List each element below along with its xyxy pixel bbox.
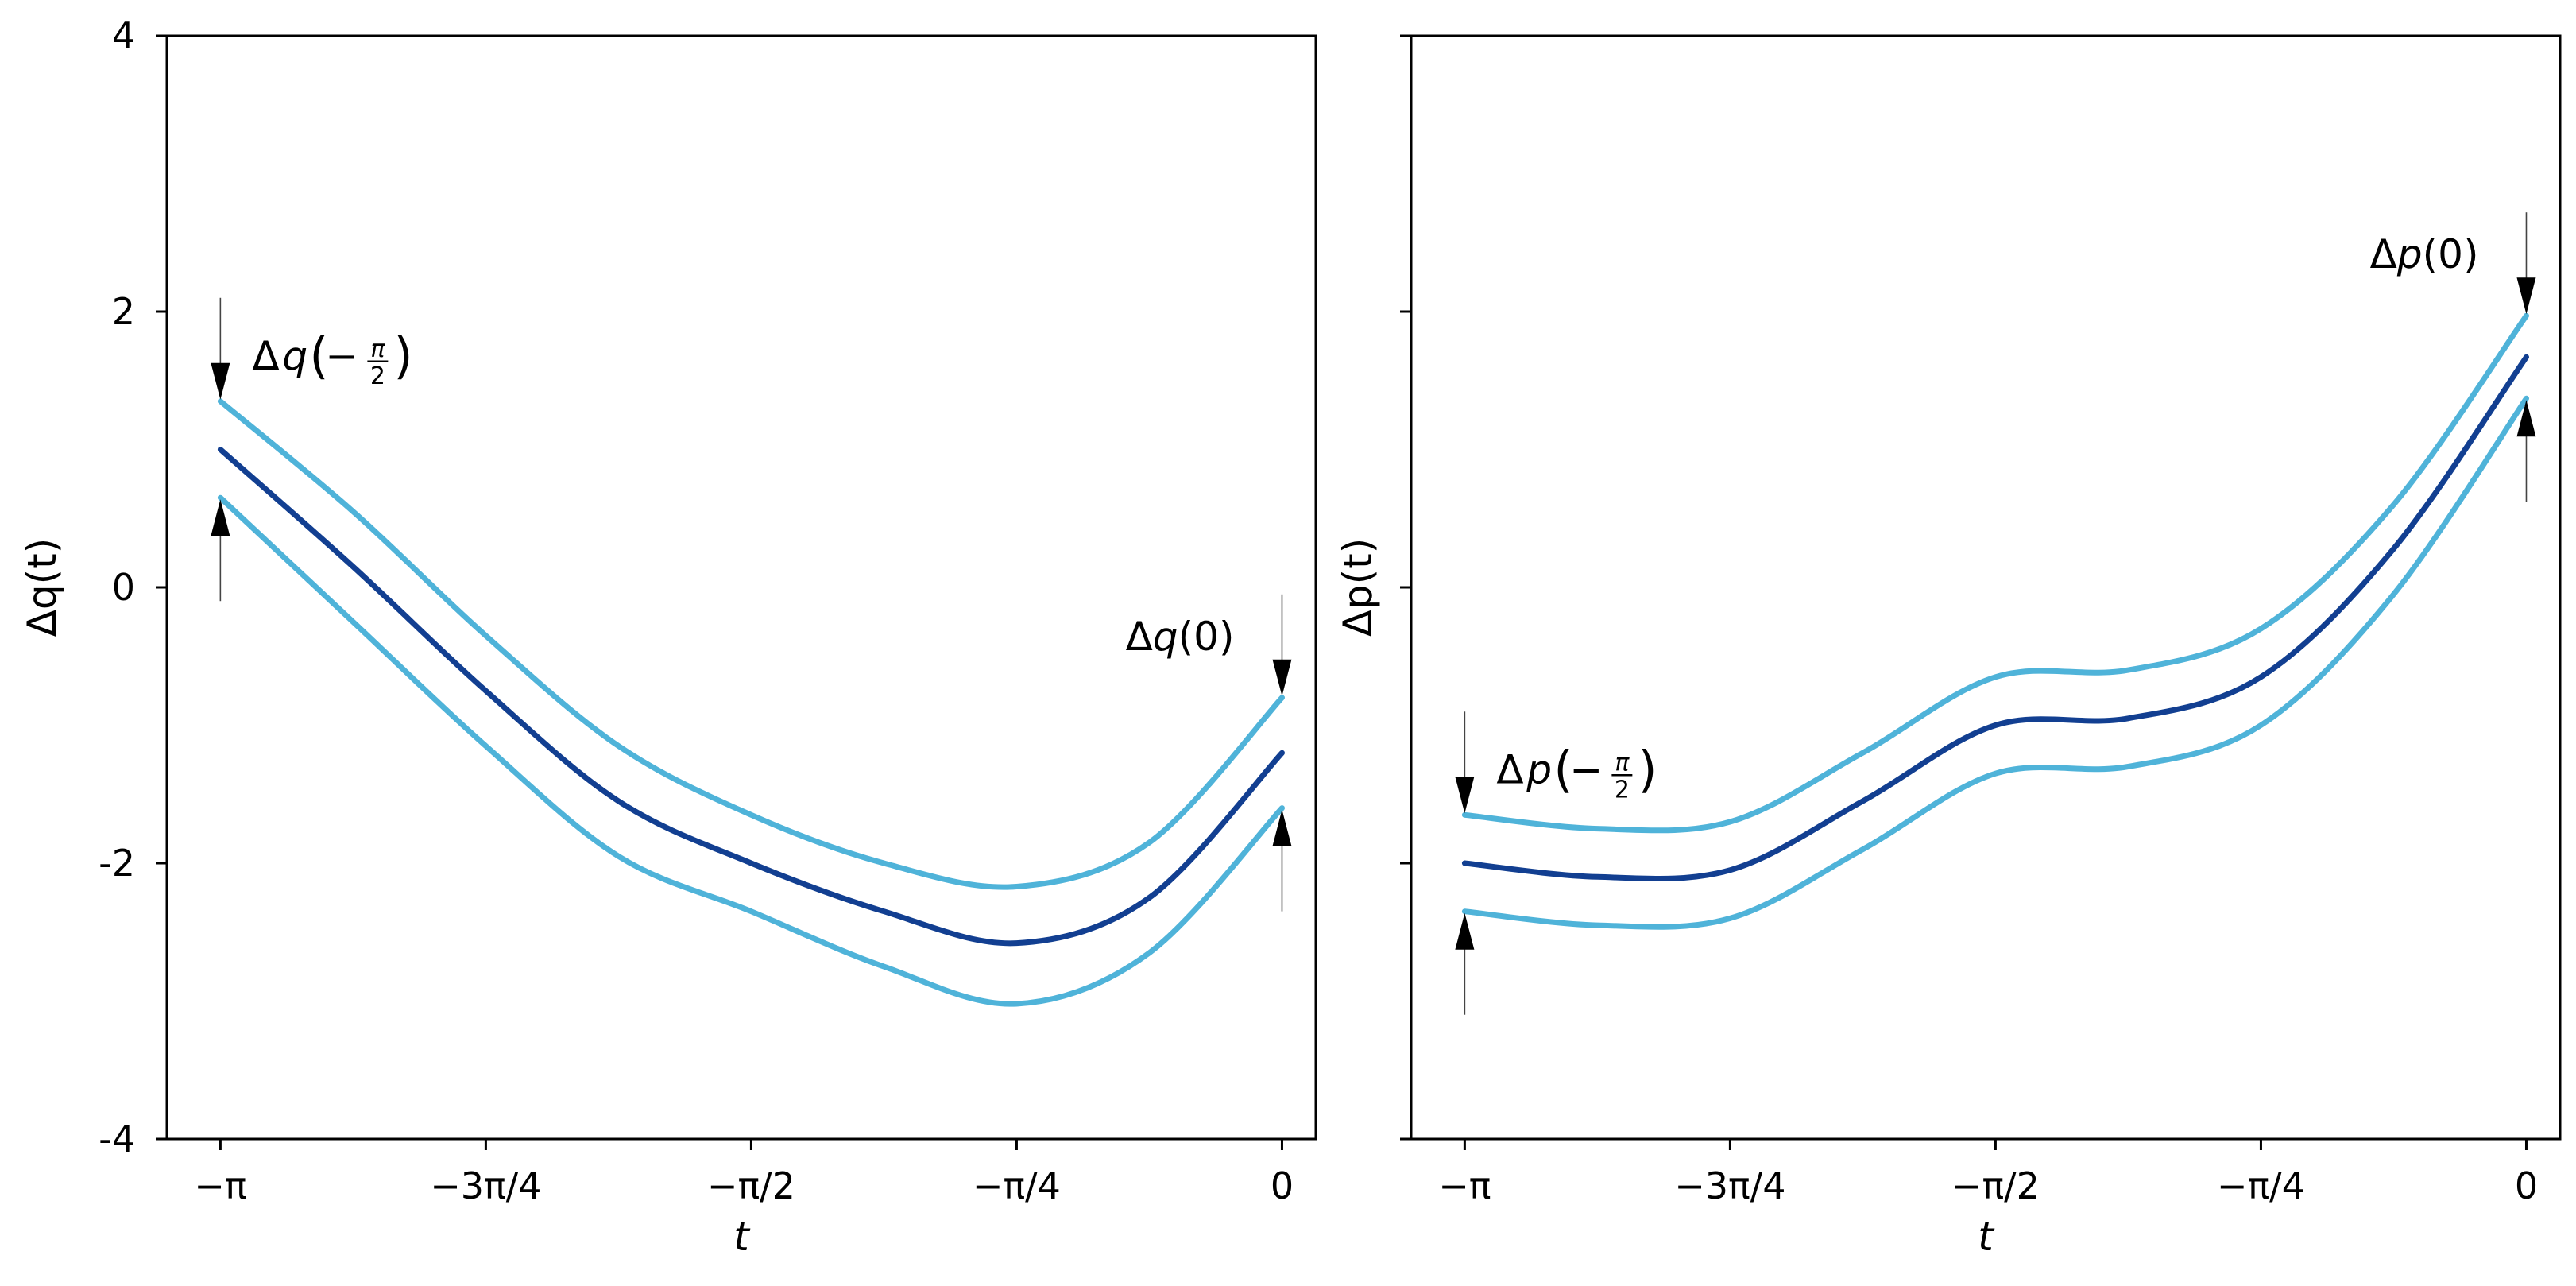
delta-q-annotation-start-paren-close: ) <box>393 327 412 385</box>
delta-p-x-tick-label: −π/4 <box>2217 1164 2305 1207</box>
delta-q-y-tick-label: -4 <box>99 1118 135 1160</box>
delta-q-series-center <box>217 447 1285 947</box>
delta-p-annotation-arrow-down <box>1455 777 1475 814</box>
delta-q-y-tick-label: -2 <box>99 842 135 885</box>
delta-p-annotation-start-paren-close: ) <box>1638 740 1657 798</box>
delta-q-y-tick-label: 2 <box>112 290 135 333</box>
delta-p-annotation-start-minus: − <box>1569 746 1603 792</box>
delta-q-x-tick-label: −π/2 <box>707 1164 795 1207</box>
delta-q-annotation-end-label: Δq(0) <box>1126 614 1235 660</box>
delta-p-annotation-start-var: p <box>1526 746 1552 792</box>
delta-p-x-tick-label: −π/2 <box>1951 1164 2040 1207</box>
delta-p-annotation-arrow-up <box>2516 400 2536 437</box>
delta-q-annotation-start-paren-open: ( <box>309 327 328 385</box>
delta-q-x-tick-label: −π/4 <box>973 1164 1061 1207</box>
delta-q-annotation-start-delta: Δ <box>252 333 279 379</box>
delta-q-series-lower <box>217 494 1285 1007</box>
delta-q-annotation-arrow-up <box>1272 809 1292 846</box>
delta-p-annotation-arrow-down <box>2516 277 2536 315</box>
delta-p-series-lower <box>1461 395 2529 930</box>
delta-q-x-tick-label: 0 <box>1271 1164 1294 1207</box>
delta-p-series-center <box>1461 354 2529 882</box>
delta-p-annotation-end-text: Δp(0) <box>2370 231 2479 277</box>
delta-q-annotation-start-frac-den: 2 <box>370 362 385 390</box>
delta-p-x-tick-label: 0 <box>2515 1164 2538 1207</box>
delta-q-y-tick-label: 0 <box>112 566 135 609</box>
delta-q-x-tick-label: −π <box>194 1164 246 1207</box>
delta-q-annotation-start-frac-num: π <box>370 335 385 363</box>
delta-p-y-axis-label: Δp(t) <box>1335 538 1381 637</box>
delta-q-annotation-arrow-up <box>211 499 230 536</box>
delta-p-annotation-end-label: Δp(0) <box>2370 231 2479 277</box>
delta-p-series-upper <box>1461 312 2529 834</box>
delta-p-x-tick-label: −π <box>1438 1164 1491 1207</box>
delta-q-annotation-arrow-down <box>1272 659 1292 696</box>
delta-q-x-tick-label: −3π/4 <box>430 1164 541 1207</box>
delta-q-annotation-start-var: q <box>282 333 307 379</box>
delta-q-y-axis-label: Δq(t) <box>19 538 65 637</box>
delta-p-x-axis-label: t <box>1978 1214 1995 1260</box>
delta-q-y-tick-label: 4 <box>112 14 135 57</box>
delta-p-x-tick-label: −3π/4 <box>1674 1164 1785 1207</box>
delta-p-annotation-start-frac-num: π <box>1615 749 1630 777</box>
delta-p-annotation-start-paren-open: ( <box>1553 740 1572 798</box>
delta-p-annotation-start-delta: Δ <box>1496 746 1523 792</box>
delta-p-plot-frame <box>1410 34 2562 1141</box>
delta-q-annotation-end-text: Δq(0) <box>1126 614 1235 660</box>
delta-q-annotation-start-minus: − <box>325 333 358 379</box>
delta-p-annotation-arrow-up <box>1455 912 1475 950</box>
delta-q-annotation-arrow-down <box>211 362 230 400</box>
delta-q-series-upper <box>217 398 1285 890</box>
delta-p-annotation-start-frac-den: 2 <box>1615 776 1630 804</box>
delta-q-x-axis-label: t <box>733 1214 751 1260</box>
delta-q-plot-frame <box>165 34 1317 1141</box>
